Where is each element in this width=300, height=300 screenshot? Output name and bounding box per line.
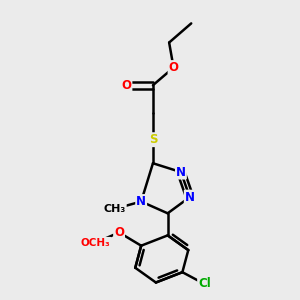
Text: CH₃: CH₃ [103,204,126,214]
Text: O: O [114,226,124,239]
Text: S: S [149,133,157,146]
Text: N: N [136,195,146,208]
Text: O: O [122,79,131,92]
Text: OCH₃: OCH₃ [81,238,110,248]
Text: Cl: Cl [198,278,211,290]
Text: O: O [169,61,178,74]
Text: N: N [176,166,186,178]
Text: N: N [185,190,195,204]
